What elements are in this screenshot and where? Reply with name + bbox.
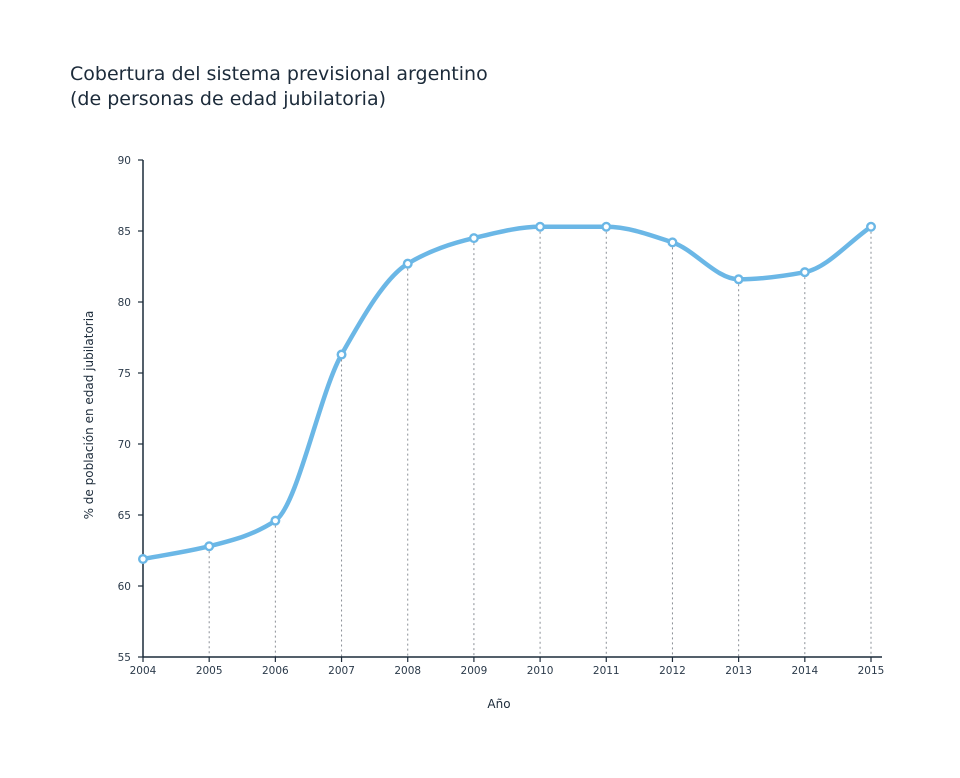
x-tick-label: 2013	[725, 665, 752, 677]
data-point	[137, 554, 148, 565]
x-tick-label: 2009	[461, 665, 488, 677]
data-point	[733, 274, 744, 285]
x-tick-label: 2010	[527, 665, 554, 677]
x-tick-label: 2007	[328, 665, 355, 677]
y-tick-label: 90	[118, 155, 131, 167]
y-axis-ticks: 55 60 65 70 75 80 85 90	[118, 155, 143, 664]
data-point	[270, 515, 281, 526]
x-axis-ticks: 2004 2005 2006 2007 2008 2009 2010 2011 2012 2013…	[130, 657, 885, 677]
y-tick-label: 75	[118, 368, 131, 380]
chart-title-line2: (de personas de edad jubilatoria)	[70, 88, 386, 110]
data-point	[468, 233, 479, 244]
x-tick-label: 2015	[858, 665, 885, 677]
x-tick-label: 2005	[196, 665, 223, 677]
y-tick-label: 60	[118, 581, 131, 593]
y-tick-label: 80	[118, 297, 131, 309]
y-tick-label: 85	[118, 226, 131, 238]
data-point	[204, 541, 215, 552]
x-tick-label: 2004	[130, 665, 157, 677]
data-point	[799, 267, 810, 278]
data-point	[667, 237, 678, 248]
vertical-guides	[208, 226, 872, 657]
axes	[142, 160, 882, 658]
x-tick-label: 2012	[659, 665, 686, 677]
data-point	[336, 349, 347, 360]
y-tick-label: 65	[118, 510, 131, 522]
data-point	[535, 221, 546, 232]
chart-title: Cobertura del sistema previsional argent…	[70, 62, 488, 112]
x-tick-label: 2014	[791, 665, 818, 677]
x-tick-label: 2006	[262, 665, 289, 677]
series-layer	[137, 221, 877, 565]
x-tick-label: 2011	[593, 665, 620, 677]
chart-title-line1: Cobertura del sistema previsional argent…	[70, 63, 488, 85]
y-axis-title: % de población en edad jubilatoria	[82, 311, 96, 520]
data-point	[402, 258, 413, 269]
y-tick-label: 55	[118, 652, 131, 664]
x-axis-title: Año	[487, 697, 510, 711]
data-point	[866, 221, 877, 232]
series-line	[140, 224, 874, 562]
x-tick-label: 2008	[394, 665, 421, 677]
data-point	[601, 221, 612, 232]
y-tick-label: 70	[118, 439, 131, 451]
